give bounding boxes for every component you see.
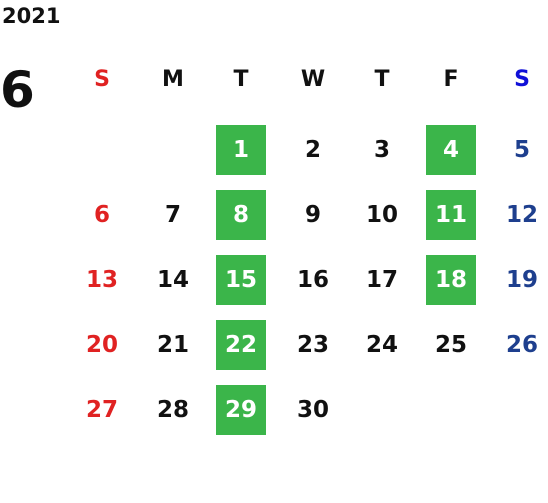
day: 12 xyxy=(505,202,538,228)
day: 23 xyxy=(296,332,329,358)
day: 24 xyxy=(365,332,398,358)
day: 28 xyxy=(156,397,189,423)
highlighted-day: 22 xyxy=(216,320,266,370)
day: 26 xyxy=(505,332,538,358)
day: 9 xyxy=(304,202,321,228)
highlighted-day: 8 xyxy=(216,190,266,240)
month: 6 xyxy=(0,61,35,119)
day: 30 xyxy=(296,397,329,423)
weekday-label: T xyxy=(233,67,249,92)
highlighted-day: 15 xyxy=(216,255,266,305)
highlighted-day: 18 xyxy=(426,255,476,305)
day: 5 xyxy=(513,137,530,163)
day: 2 xyxy=(304,137,321,163)
day: 20 xyxy=(85,332,118,358)
weekday-label: M xyxy=(162,67,184,92)
day: 3 xyxy=(373,137,390,163)
highlighted-day: 11 xyxy=(426,190,476,240)
day: 17 xyxy=(365,267,398,293)
day: 16 xyxy=(296,267,329,293)
day: 21 xyxy=(156,332,189,358)
weekday-label: W xyxy=(300,67,326,92)
weekday-label: S xyxy=(514,67,530,92)
year: 2021 xyxy=(2,4,61,28)
weekday-label: F xyxy=(443,67,459,92)
highlighted-day: 29 xyxy=(216,385,266,435)
weekday-label: T xyxy=(374,67,390,92)
day: 19 xyxy=(505,267,538,293)
day: 7 xyxy=(164,202,181,228)
day: 14 xyxy=(156,267,189,293)
weekday-label: S xyxy=(94,67,110,92)
highlighted-day: 4 xyxy=(426,125,476,175)
day: 13 xyxy=(85,267,118,293)
day: 25 xyxy=(434,332,467,358)
day: 6 xyxy=(93,202,110,228)
highlighted-day: 1 xyxy=(216,125,266,175)
day: 10 xyxy=(365,202,398,228)
day: 27 xyxy=(85,397,118,423)
